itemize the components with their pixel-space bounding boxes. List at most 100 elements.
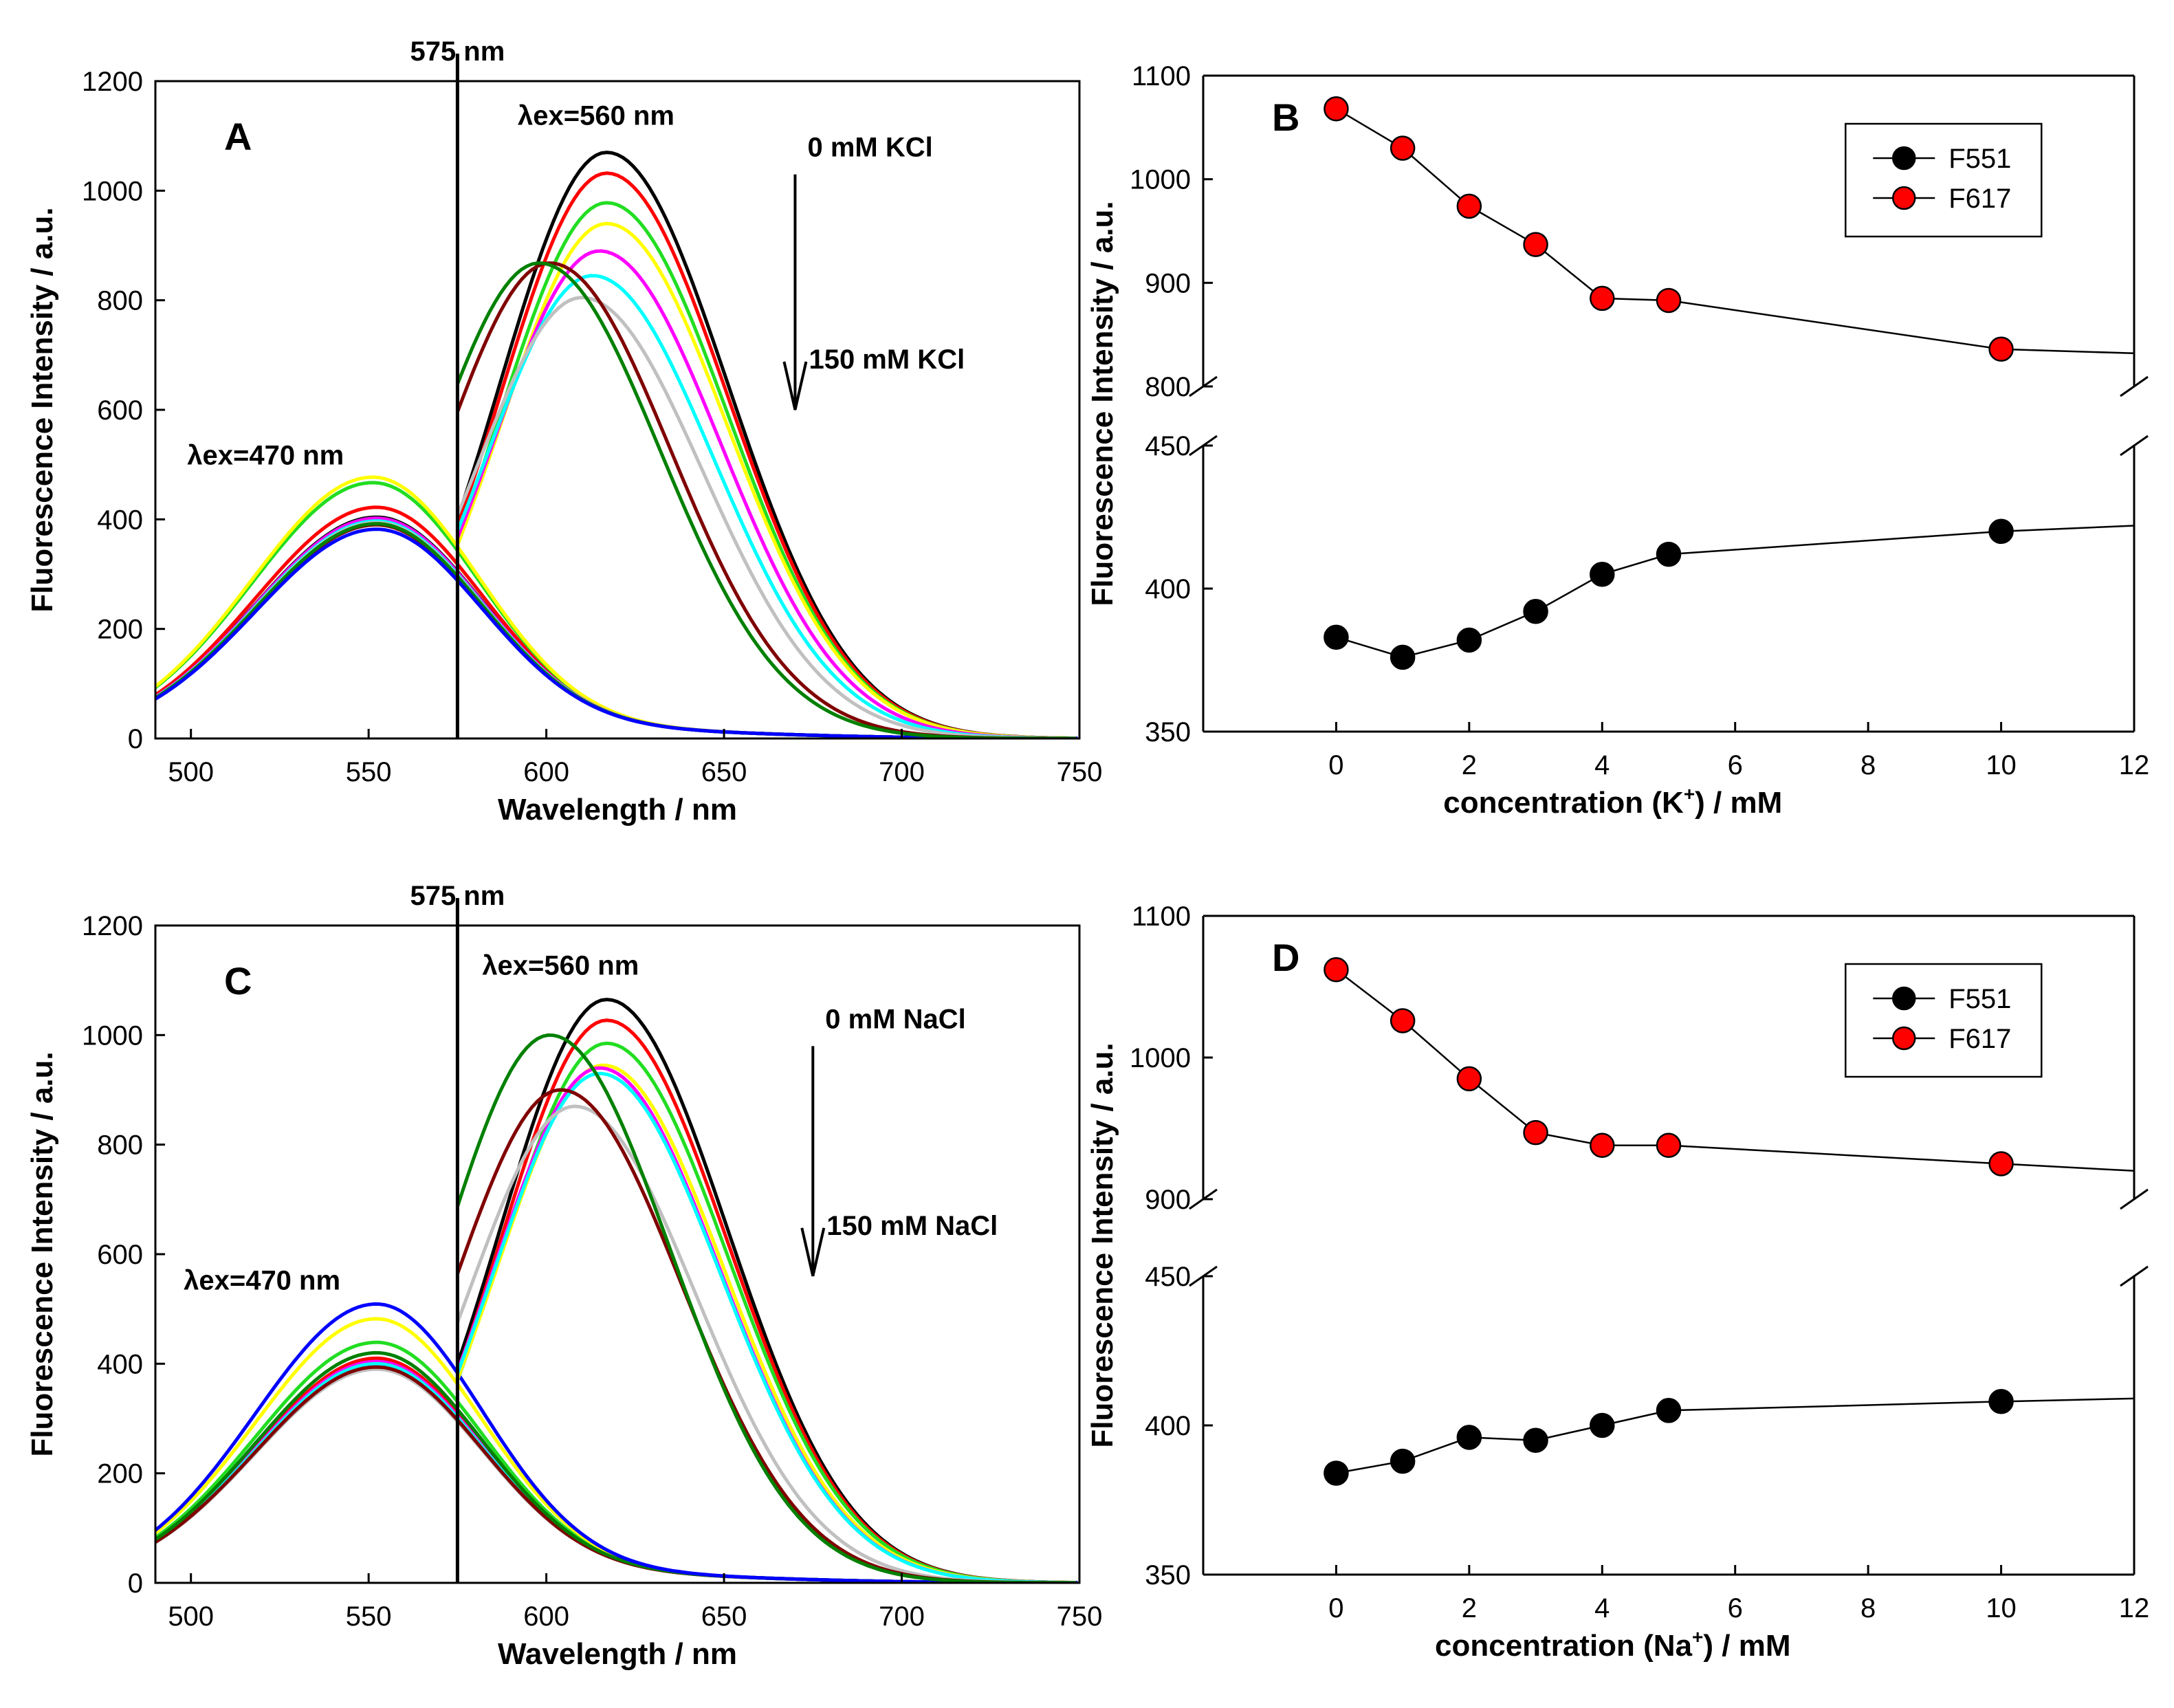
y-tick-label: 900	[1145, 1185, 1191, 1215]
y-tick-label: 600	[97, 395, 143, 426]
y-tick-label: 350	[1145, 1560, 1191, 1590]
break-mark-right	[2120, 1265, 2149, 1287]
y-tick-label: 800	[97, 286, 143, 316]
data-point-f617	[1390, 135, 1416, 161]
break-mark-right	[2120, 435, 2149, 457]
x-tick-label: 10	[1986, 1593, 2017, 1623]
data-point-f617	[1988, 1151, 2014, 1176]
data-point-f551	[1656, 1398, 1682, 1423]
x-tick-label: 8	[1860, 1593, 1876, 1623]
vline-label: 575 nm	[410, 36, 505, 67]
data-point-f617	[1988, 336, 2014, 362]
break-mark-right	[2120, 1188, 2149, 1210]
data-point-f551	[1988, 518, 2014, 545]
data-point-f551	[1590, 561, 1615, 587]
x-tick-label: 600	[523, 1601, 569, 1632]
x-tick-label: 4	[1594, 1593, 1610, 1623]
y-tick-label: 0	[128, 1568, 143, 1599]
data-point-f551	[1656, 541, 1682, 567]
trend-arrow-head	[782, 361, 808, 410]
data-point-f617	[1523, 1119, 1548, 1146]
legend-marker	[1892, 186, 1916, 210]
legend-marker	[1892, 1026, 1916, 1051]
y-tick-label: 1000	[82, 176, 143, 206]
panel-d-scatter-na: 0 2 4 6 8 10 12 900 1000 1100 350 400 450 concentrati…	[1086, 901, 2149, 1663]
data-point-f617	[1656, 1132, 1682, 1158]
data-point-f617	[1456, 193, 1482, 219]
conc-bottom-label: 150 mM NaCl	[826, 1211, 998, 1241]
y-tick-label: 1100	[1132, 901, 1191, 932]
x-tick-label: 750	[1057, 757, 1103, 787]
y-tick-label: 400	[97, 1349, 143, 1379]
data-point-f617	[1590, 1132, 1615, 1158]
x-tick-label: 2	[1462, 1593, 1477, 1623]
x-tick-label: 700	[879, 1601, 925, 1632]
x-tick-label: 12	[2119, 750, 2150, 780]
y-tick-label: 0	[128, 724, 143, 754]
data-point-f551	[1390, 644, 1416, 670]
y-tick-label: 450	[1145, 1262, 1191, 1292]
trend-arrow-head	[800, 1227, 826, 1277]
panel-letter: C	[224, 959, 252, 1003]
curve-560-9	[456, 1033, 1076, 1583]
conc-top-label: 0 mM NaCl	[825, 1004, 966, 1034]
panel-letter: D	[1272, 936, 1299, 979]
x-tick-label: 0	[1328, 1593, 1343, 1623]
series-line-f617	[1335, 108, 2135, 355]
data-point-f617	[1456, 1066, 1482, 1092]
y-tick-label: 400	[1145, 574, 1191, 604]
x-axis-label: Wavelength / nm	[498, 793, 737, 826]
y-tick-label: 1000	[1130, 165, 1191, 195]
x-tick-label: 4	[1594, 750, 1610, 780]
x-tick-label: 6	[1728, 750, 1743, 780]
y-tick-label: 350	[1145, 717, 1191, 747]
x-axis-label-tail: ) / mM	[1703, 1629, 1790, 1663]
x-axis-label-main: concentration (K	[1443, 786, 1684, 820]
y-tick-label: 1000	[82, 1020, 143, 1051]
data-point-f551	[1324, 1460, 1349, 1486]
x-tick-label: 500	[168, 757, 214, 787]
data-point-f551	[1523, 1427, 1548, 1453]
legend-label: F551	[1948, 984, 2011, 1014]
y-tick-label: 600	[97, 1240, 143, 1270]
x-tick-label: 650	[701, 757, 747, 787]
x-axis-label-sup: +	[1684, 783, 1695, 804]
ex560-label: λex=560 nm	[482, 951, 639, 981]
ex470-label: λex=470 nm	[184, 1266, 340, 1296]
x-tick-label: 550	[346, 757, 392, 787]
x-axis-label: concentration (K+) / mM	[1443, 783, 1782, 820]
x-axis-label-main: concentration (Na	[1435, 1629, 1693, 1663]
x-tick-label: 500	[168, 1601, 214, 1632]
legend-label: F617	[1948, 1024, 2011, 1054]
data-point-f551	[1590, 1412, 1615, 1438]
y-tick-label: 1200	[82, 67, 143, 97]
x-tick-label: 700	[879, 757, 925, 787]
y-tick-label: 800	[1145, 372, 1191, 402]
x-tick-label: 650	[701, 1601, 747, 1632]
x-tick-label: 0	[1328, 750, 1343, 780]
legend-box	[1845, 122, 2043, 238]
y-tick-label: 450	[1145, 431, 1191, 461]
y-tick-label: 400	[97, 505, 143, 535]
y-tick-label: 200	[97, 1459, 143, 1489]
legend-box	[1845, 963, 2043, 1078]
x-tick-label: 8	[1860, 750, 1876, 780]
legend-marker	[1892, 986, 1916, 1011]
y-tick-label: 900	[1145, 268, 1191, 298]
panel-letter: B	[1272, 96, 1299, 139]
y-axis-label: Fluorescence Intensity / a.u.	[1086, 201, 1119, 606]
legend-marker	[1892, 146, 1916, 171]
data-point-f617	[1590, 285, 1615, 311]
data-point-f551	[1456, 1425, 1482, 1450]
break-mark-right	[2120, 375, 2149, 397]
y-tick-label: 1200	[82, 911, 143, 941]
x-tick-label: 12	[2119, 1593, 2150, 1623]
conc-bottom-label: 150 mM KCl	[809, 344, 965, 375]
vline-label: 575 nm	[410, 881, 505, 911]
ex470-label: λex=470 nm	[187, 441, 344, 471]
panel-a-spectra-kcl: 575 nm 500 550 600 650 700 750 0 200 400 600 800 100…	[25, 36, 1102, 826]
data-point-f617	[1656, 287, 1682, 314]
data-point-f551	[1456, 627, 1482, 653]
data-point-f617	[1324, 96, 1349, 122]
